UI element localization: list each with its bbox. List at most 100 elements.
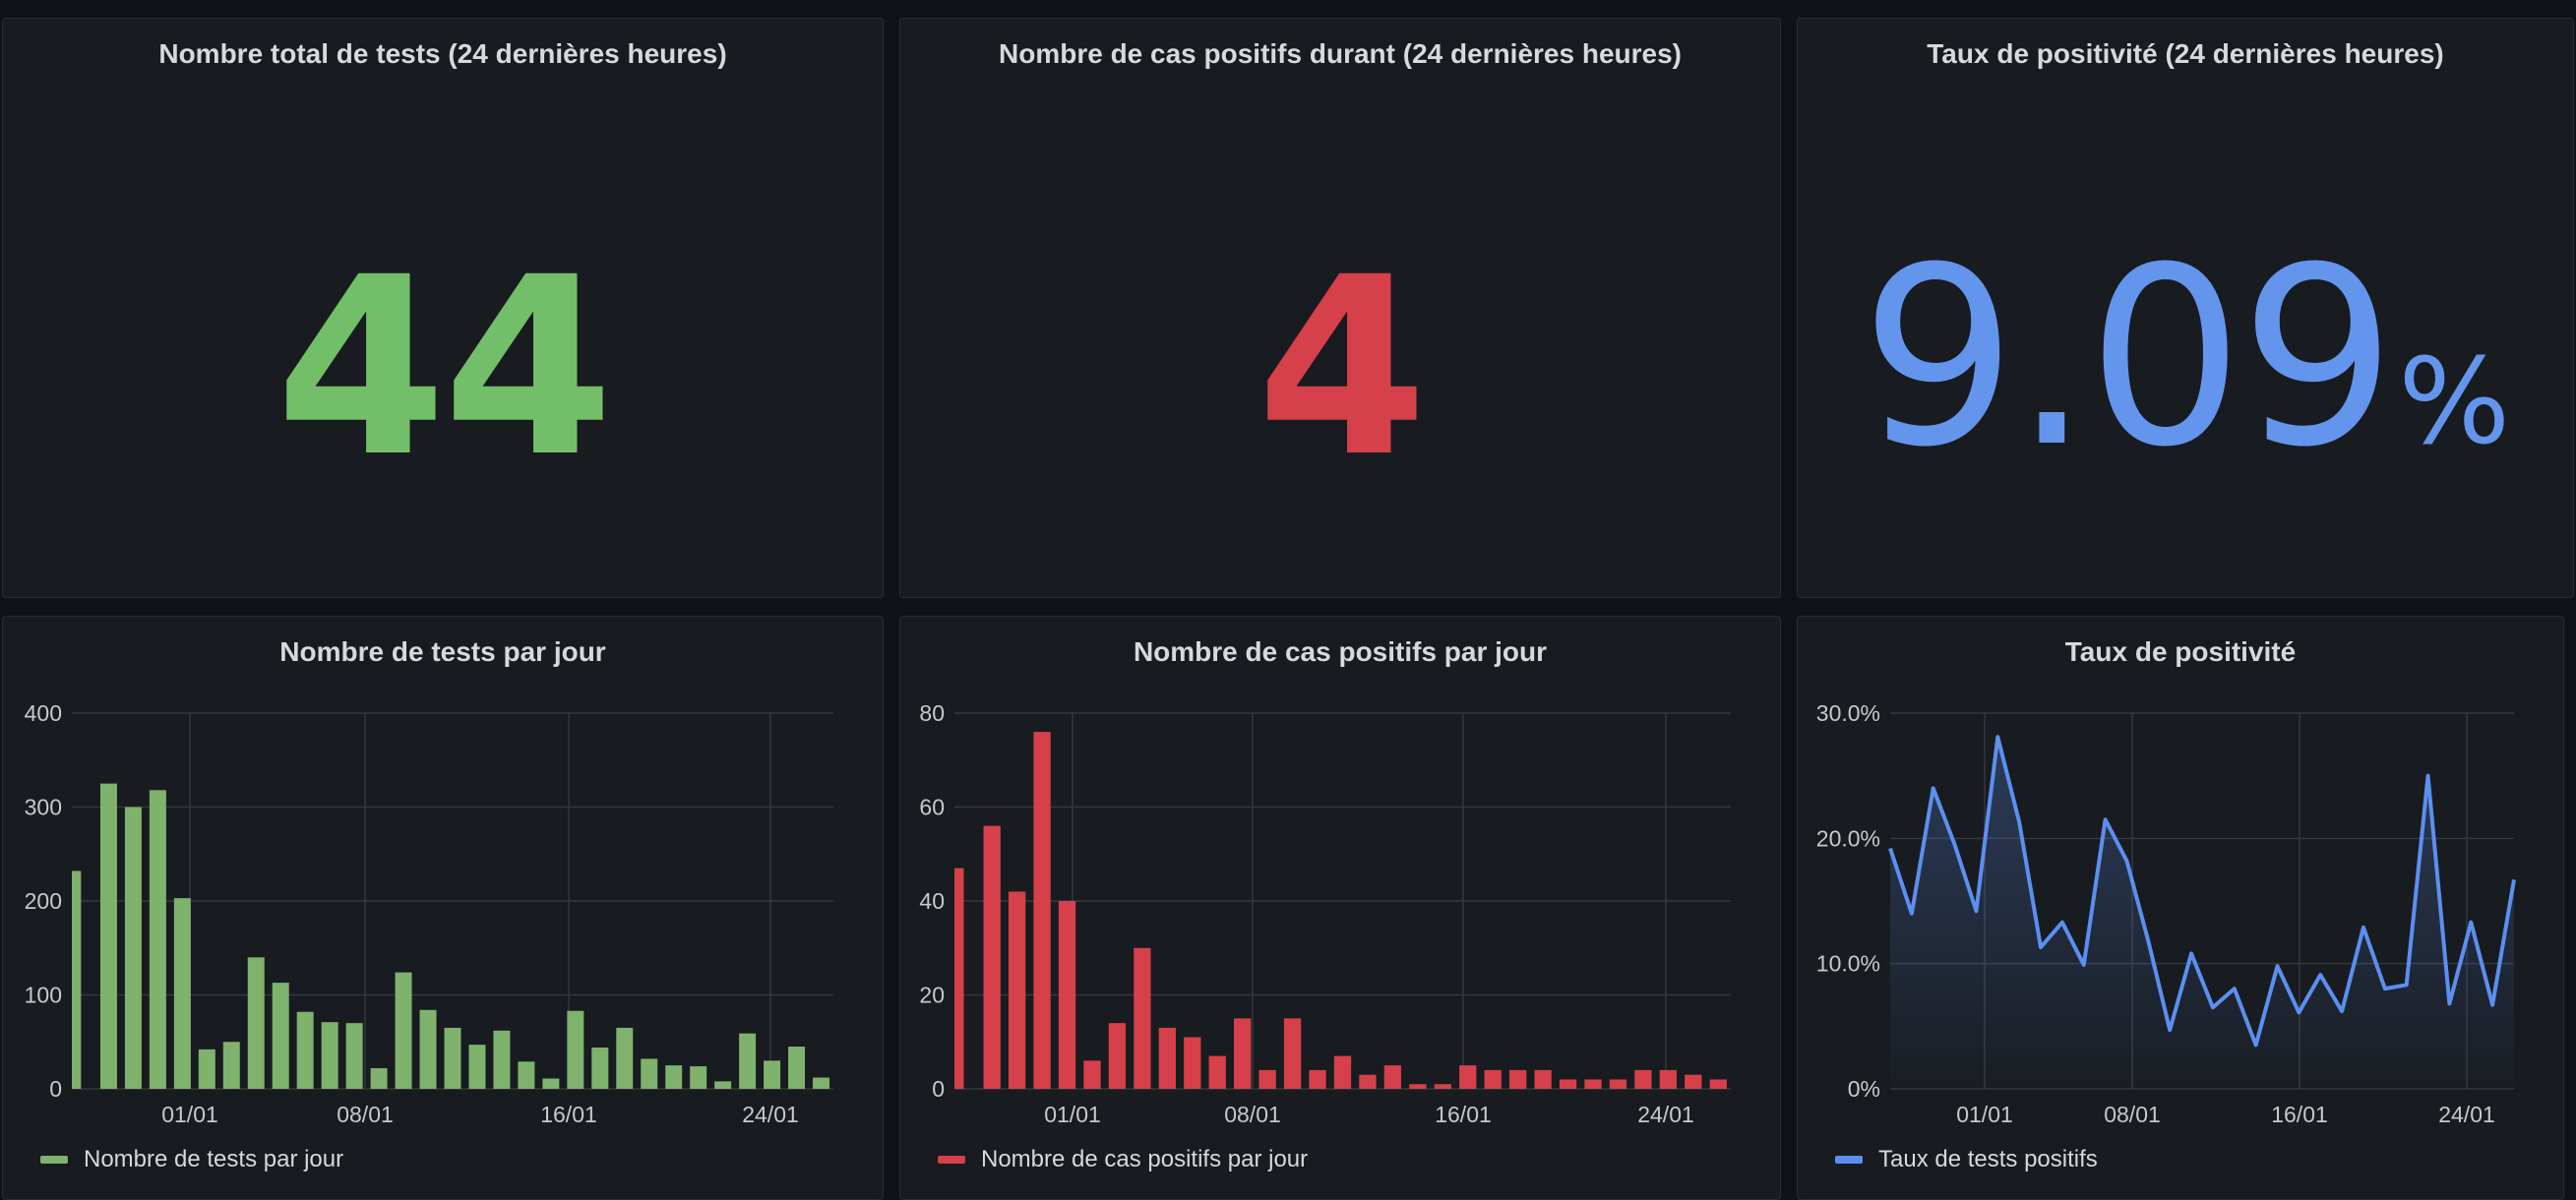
x-tick-label: 08/01 [1224, 1102, 1281, 1127]
stat-panel-total-tests[interactable]: Nombre total de tests (24 dernières heur… [2, 18, 884, 598]
bar [1234, 1018, 1252, 1089]
positivity-rate-chart: 0% 10.0% 20.0% 30.0% 01/01 08/01 16/01 24/01 [1816, 700, 2516, 1127]
panel-title: Nombre total de tests (24 dernières heur… [158, 38, 727, 69]
stat-panel-positive-cases[interactable]: Nombre de cas positifs durant (24 derniè… [899, 18, 1781, 598]
bar [764, 1060, 781, 1089]
bar [983, 825, 1001, 1089]
y-tick-label: 400 [25, 700, 62, 726]
bar [1283, 1018, 1302, 1089]
bar [954, 868, 964, 1089]
bar [1409, 1084, 1427, 1089]
bar [1534, 1069, 1552, 1089]
stat-panel-positivity-rate[interactable]: Taux de positivité (24 dernières heures)… [1797, 18, 2574, 598]
x-tick-label: 16/01 [540, 1102, 597, 1127]
y-tick-label: 20 [919, 983, 945, 1008]
stat-unit: % [2398, 334, 2511, 471]
bar [1134, 947, 1151, 1089]
positive-per-day-chart: 0 20 40 60 80 01/01 08/01 16/01 24/01 [919, 700, 1731, 1127]
y-tick-label: 80 [919, 700, 945, 726]
bar [567, 1010, 584, 1089]
series-line [1888, 735, 2516, 1048]
chart-legend[interactable]: Nombre de tests par jour [40, 1146, 343, 1173]
bar [690, 1066, 707, 1089]
bar [468, 1045, 486, 1089]
stat-value-positivity-rate: 9.09% [1798, 235, 2573, 481]
x-tick-label: 08/01 [2104, 1102, 2161, 1127]
bar [616, 1027, 634, 1089]
y-tick-label: 300 [25, 795, 62, 820]
x-tick-label: 08/01 [337, 1102, 394, 1127]
chart-legend[interactable]: Taux de tests positifs [1835, 1146, 2098, 1173]
bar [444, 1027, 461, 1089]
y-tick-label: 0 [49, 1076, 62, 1102]
panel-title: Nombre de cas positifs par jour [1133, 636, 1548, 667]
bar [149, 790, 166, 1089]
y-tick-label: 20.0% [1816, 825, 1880, 851]
x-tick-label: 16/01 [2271, 1102, 2328, 1127]
x-tick-label: 01/01 [1956, 1102, 2013, 1127]
bar [1208, 1055, 1226, 1089]
bar [1108, 1023, 1127, 1089]
x-tick-label: 01/01 [161, 1102, 218, 1127]
bar [272, 983, 289, 1089]
bar [641, 1058, 658, 1089]
panel-title: Nombre de cas positifs durant (24 derniè… [999, 38, 1682, 69]
bar [1434, 1084, 1451, 1089]
bar [1559, 1079, 1577, 1089]
bar [1033, 732, 1051, 1089]
stat-number: 9.09 [1860, 214, 2397, 501]
panel-title: Taux de positivité (24 dernières heures) [1927, 38, 2444, 69]
bar [296, 1011, 314, 1089]
x-tick-label: 01/01 [1044, 1102, 1101, 1127]
x-tick-label: 24/01 [742, 1102, 799, 1127]
chart-panel-positive-per-day[interactable]: Nombre de cas positifs par jour 0 20 40 60 8… [899, 616, 1781, 1200]
y-tick-label: 40 [919, 888, 945, 914]
bar [1509, 1069, 1527, 1089]
legend-swatch [938, 1156, 965, 1164]
legend-swatch [40, 1156, 68, 1164]
bar [395, 972, 412, 1089]
chart-panel-positivity-rate[interactable]: Taux de positivité 0% 10.0% 20.0% 30.0% 01/0… [1797, 616, 2564, 1200]
bar [1459, 1065, 1477, 1089]
bar [1383, 1065, 1402, 1089]
bar [739, 1033, 757, 1089]
bar [1184, 1037, 1201, 1089]
bar [1484, 1069, 1502, 1089]
x-tick-label: 24/01 [2438, 1102, 2495, 1127]
area-fill [1890, 737, 2514, 1089]
bar [321, 1022, 338, 1089]
y-tick-label: 10.0% [1816, 951, 1880, 977]
bar [1158, 1027, 1176, 1089]
bar [788, 1047, 806, 1089]
bar [1359, 1074, 1377, 1089]
y-tick-label: 200 [25, 888, 62, 914]
bar [591, 1047, 609, 1089]
bar [1008, 891, 1026, 1089]
bar [1584, 1079, 1602, 1089]
bar [124, 807, 142, 1089]
bar [419, 1009, 437, 1089]
chart-legend[interactable]: Nombre de cas positifs par jour [938, 1146, 1308, 1173]
bar [247, 957, 265, 1089]
y-tick-label: 0 [932, 1076, 945, 1102]
bar [370, 1067, 388, 1089]
bar [1709, 1079, 1727, 1089]
y-tick-label: 30.0% [1816, 700, 1880, 726]
x-tick-label: 16/01 [1435, 1102, 1492, 1127]
bar [665, 1065, 683, 1089]
bar [518, 1061, 535, 1089]
bar [714, 1081, 732, 1089]
y-tick-label: 60 [919, 795, 945, 820]
panel-title: Taux de positivité [2064, 636, 2297, 667]
legend-label: Nombre de tests par jour [84, 1146, 344, 1172]
bar [173, 898, 191, 1089]
stat-value-positive-cases: 4 [900, 245, 1780, 491]
stat-value-total-tests: 44 [3, 245, 883, 491]
bar [542, 1078, 560, 1089]
y-tick-label: 0% [1848, 1076, 1880, 1102]
tests-per-day-chart: 0 100 200 300 400 01/01 08/01 16/01 24/01 [25, 700, 833, 1127]
bar [1083, 1060, 1101, 1089]
bar [1634, 1069, 1652, 1089]
chart-panel-tests-per-day[interactable]: Nombre de tests par jour 0 100 200 300 400 01… [2, 616, 884, 1200]
bar [198, 1049, 215, 1089]
